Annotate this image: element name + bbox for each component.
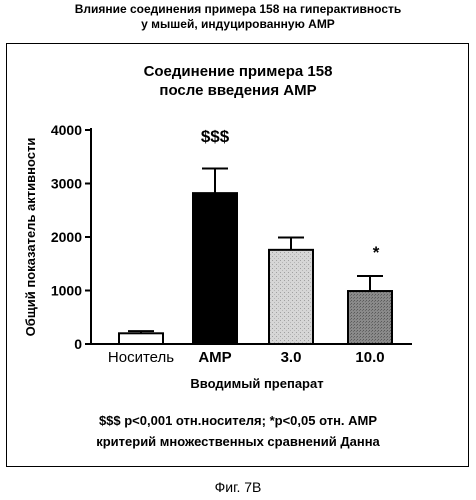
y-tick-label-2000: 2000	[51, 229, 82, 245]
footnote-line-2: критерий множественных сравнений Данна	[0, 431, 476, 452]
x-category-label-3: 3.0	[281, 349, 302, 366]
annotation-2: $$$	[201, 127, 230, 146]
y-tick-label-1000: 1000	[51, 283, 82, 299]
footnote-line-1: $$$ р<0,001 отн.носителя; *р<0,05 отн. А…	[0, 410, 476, 431]
y-axis-label: Общий показатель активности	[23, 138, 38, 337]
annotation-4: *	[373, 243, 380, 262]
footnote: $$$ р<0,001 отн.носителя; *р<0,05 отн. А…	[0, 410, 476, 452]
bar-2	[193, 193, 237, 344]
x-category-label-4: 10.0	[355, 349, 384, 366]
bar-3	[269, 250, 313, 344]
bar-1	[119, 333, 163, 344]
x-category-label-1: Носитель	[108, 349, 174, 366]
x-category-label-2: АМР	[198, 349, 231, 366]
y-tick-label-3000: 3000	[51, 176, 82, 192]
y-tick-label-4000: 4000	[51, 122, 82, 138]
figure-caption: Фиг. 7В	[0, 479, 476, 495]
x-axis-label: Вводимый препарат	[190, 376, 323, 391]
bar-4	[348, 291, 392, 344]
y-tick-label-0: 0	[74, 336, 82, 352]
